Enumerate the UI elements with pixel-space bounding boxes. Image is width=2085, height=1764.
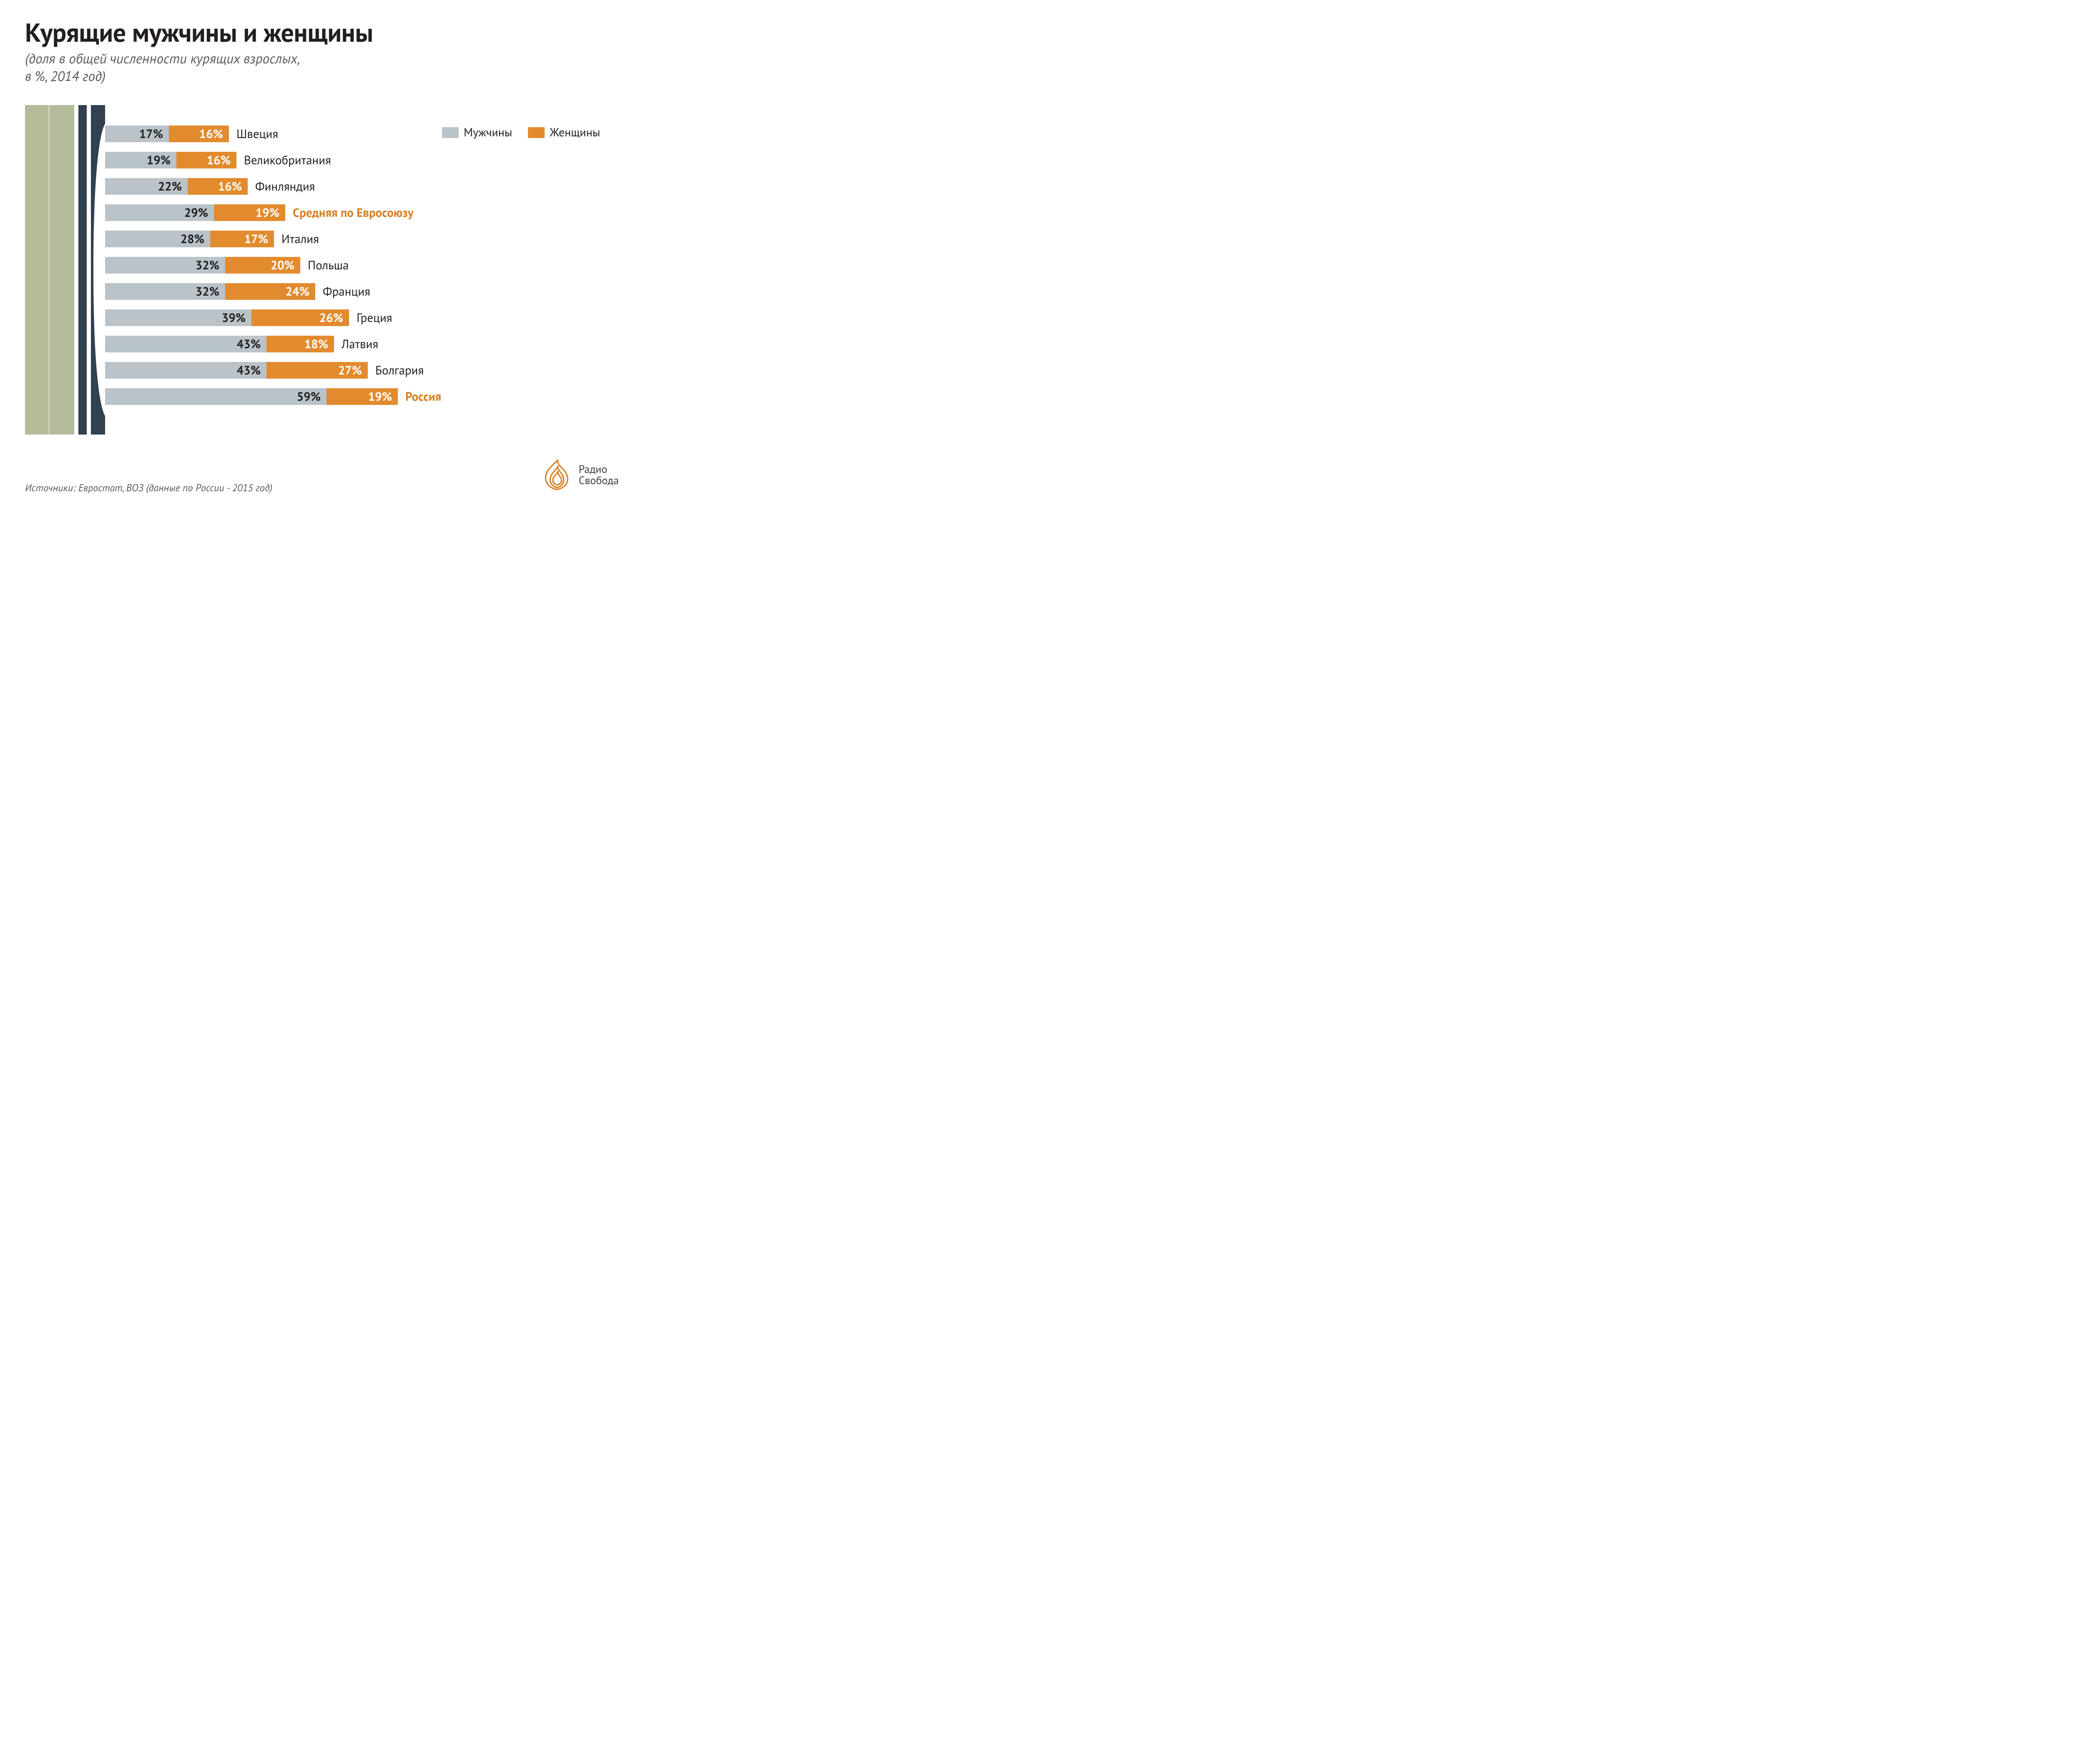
chart-row: 43%27%Болгария bbox=[105, 361, 618, 379]
subtitle-line-2: в %, 2014 год) bbox=[25, 67, 106, 85]
bar-men: 32% bbox=[105, 283, 225, 300]
subtitle-line-1: (доля в общей численности курящих взросл… bbox=[25, 50, 300, 68]
bar-women: 20% bbox=[225, 257, 300, 274]
cigarette-band bbox=[78, 105, 87, 435]
bar-women: 17% bbox=[210, 231, 274, 247]
chart-row: 43%18%Латвия bbox=[105, 334, 618, 353]
page-title: Курящие мужчины и женщины bbox=[25, 16, 373, 49]
chart-row: 39%26%Греция bbox=[105, 308, 618, 327]
bar-men: 22% bbox=[105, 178, 188, 195]
chart-row: 28%17%Италия bbox=[105, 229, 618, 248]
bar-men: 43% bbox=[105, 336, 266, 352]
chart-row: 22%16%Финляндия bbox=[105, 177, 618, 196]
bar-women: 19% bbox=[327, 388, 398, 405]
row-label: Польша bbox=[300, 257, 349, 274]
chart-row: 19%16%Великобритания bbox=[105, 151, 618, 169]
bar-women: 18% bbox=[266, 336, 334, 352]
bar-women: 24% bbox=[225, 283, 315, 300]
chart-row: 32%24%Франция bbox=[105, 282, 618, 301]
bar-men: 17% bbox=[105, 126, 169, 142]
brand-logo: Радио Свобода bbox=[540, 459, 619, 491]
source-note: Источники: Евростат, ВОЗ (данные по Росс… bbox=[25, 481, 272, 494]
row-label: Россия bbox=[398, 388, 441, 405]
brand-text: Радио Свобода bbox=[579, 464, 619, 487]
cigarette-decoration bbox=[25, 105, 105, 435]
cigarette-rim-2 bbox=[87, 105, 91, 435]
row-label: Болгария bbox=[368, 362, 424, 379]
bar-men: 59% bbox=[105, 388, 327, 405]
bar-chart: 17%16%Швеция19%16%Великобритания22%16%Фи… bbox=[105, 124, 618, 413]
cigarette-rim-1 bbox=[74, 105, 78, 435]
brand-line-2: Свобода bbox=[579, 475, 619, 486]
row-label: Финляндия bbox=[248, 178, 315, 195]
chart-row: 29%19%Средняя по Евросоюзу bbox=[105, 203, 618, 222]
row-label: Латвия bbox=[334, 336, 378, 352]
infographic-page: Курящие мужчины и женщины (доля в общей … bbox=[0, 0, 641, 510]
bar-men: 32% bbox=[105, 257, 225, 274]
bar-women: 19% bbox=[214, 204, 285, 221]
brand-line-1: Радио bbox=[579, 464, 619, 475]
flame-icon bbox=[540, 459, 574, 491]
page-subtitle: (доля в общей численности курящих взросл… bbox=[25, 50, 300, 85]
chart-row: 32%20%Польша bbox=[105, 256, 618, 274]
bar-men: 29% bbox=[105, 204, 214, 221]
bar-women: 16% bbox=[188, 178, 248, 195]
bar-men: 19% bbox=[105, 152, 176, 168]
chart-row: 17%16%Швеция bbox=[105, 124, 618, 143]
row-label: Средняя по Евросоюзу bbox=[285, 204, 414, 221]
cigarette-tip bbox=[91, 105, 105, 435]
bar-men: 28% bbox=[105, 231, 210, 247]
row-label: Франция bbox=[315, 283, 370, 300]
bar-women: 27% bbox=[266, 362, 368, 379]
cigarette-paper bbox=[25, 105, 74, 435]
bar-men: 43% bbox=[105, 362, 266, 379]
row-label: Швеция bbox=[229, 126, 278, 142]
row-label: Великобритания bbox=[236, 152, 331, 168]
row-label: Италия bbox=[274, 231, 319, 247]
row-label: Греция bbox=[349, 309, 392, 326]
bar-women: 16% bbox=[176, 152, 236, 168]
bar-women: 16% bbox=[169, 126, 229, 142]
bar-men: 39% bbox=[105, 309, 251, 326]
chart-row: 59%19%Россия bbox=[105, 387, 618, 406]
bar-women: 26% bbox=[251, 309, 349, 326]
